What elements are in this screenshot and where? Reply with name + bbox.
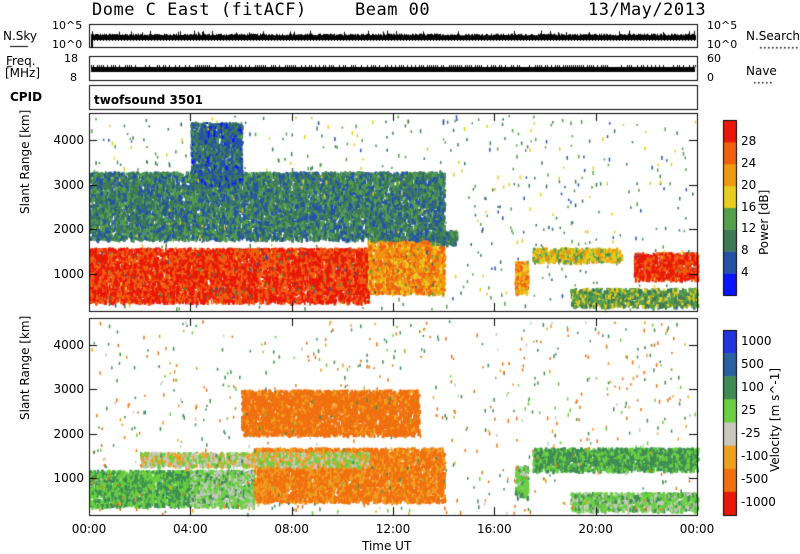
velocity-colorbar-tick-6: -500	[741, 472, 769, 487]
nsearch-label: N.Search	[746, 29, 800, 43]
velocity-colorbar-tick-3: 25	[741, 402, 757, 417]
nsky-top-tick: 10^5	[52, 19, 83, 32]
power-ytick-0: 1000	[53, 266, 84, 281]
freq-label: Freq.	[6, 54, 36, 68]
plot-title: Dome C East (fitACF)	[92, 0, 307, 20]
power-colorbar-tick-0: 4	[741, 265, 749, 280]
power-colorbar-label: Power [dB]	[757, 189, 771, 255]
x-tick-label-3: 12:00	[375, 522, 411, 536]
nsearch-bottom-tick: 10^0	[707, 38, 738, 51]
velocity-colorbar-tick-7: -1000	[741, 495, 776, 510]
velocity-colorbar-tick-0: 1000	[741, 333, 772, 348]
power-ylabel: Slant Range [km]	[18, 109, 32, 214]
velocity-ylabel: Slant Range [km]	[18, 315, 32, 420]
power-ytick-3: 4000	[53, 132, 84, 147]
velocity-colorbar-label: Velocity [m s^-1]	[768, 367, 782, 472]
date-label: 13/May/2013	[588, 0, 707, 20]
velocity-ytick-2: 3000	[53, 381, 84, 396]
nsky-bottom-tick: 10^0	[52, 38, 83, 51]
nave-bottom-tick: 0	[707, 71, 714, 84]
x-tick-label-1: 04:00	[173, 522, 208, 536]
power-colorbar-tick-6: 28	[741, 133, 757, 148]
power-colorbar-tick-2: 12	[741, 221, 757, 236]
x-tick-label-5: 20:00	[578, 522, 613, 536]
x-tick-label-4: 16:00	[477, 522, 512, 536]
nave-label: Nave	[746, 64, 777, 78]
velocity-colorbar-tick-2: 100	[741, 379, 764, 394]
cpid-value: twofsound 3501	[94, 93, 203, 107]
freq-bottom-tick: 8	[70, 71, 77, 84]
freq-top-tick: 18	[64, 52, 78, 65]
nsky-label: N.Sky	[3, 29, 38, 43]
nsearch-top-tick: 10^5	[707, 19, 738, 32]
power-colorbar-tick-5: 24	[741, 155, 757, 170]
power-colorbar-tick-3: 16	[741, 199, 757, 214]
x-tick-label-0: 00:00	[71, 522, 107, 536]
power-ytick-1: 2000	[53, 221, 84, 236]
power-ytick-2: 3000	[53, 177, 84, 192]
velocity-colorbar-tick-4: -25	[741, 426, 761, 441]
velocity-colorbar-tick-1: 500	[741, 356, 764, 371]
freq-unit: [MHz]	[5, 66, 41, 80]
velocity-ytick-3: 4000	[53, 337, 84, 352]
cpid-label: CPID	[10, 90, 43, 104]
power-colorbar-tick-4: 20	[741, 177, 757, 192]
power-colorbar-tick-1: 8	[741, 243, 749, 258]
x-axis-title: Time UT	[362, 539, 412, 553]
beam-label: Beam 00	[355, 0, 431, 20]
x-tick-label-2: 08:00	[274, 522, 309, 536]
velocity-ytick-1: 2000	[53, 426, 84, 441]
velocity-ytick-0: 1000	[53, 470, 84, 485]
x-tick-label-6: 00:00	[679, 522, 715, 536]
nave-top-tick: 60	[707, 52, 721, 65]
velocity-colorbar-tick-5: -100	[741, 449, 769, 464]
